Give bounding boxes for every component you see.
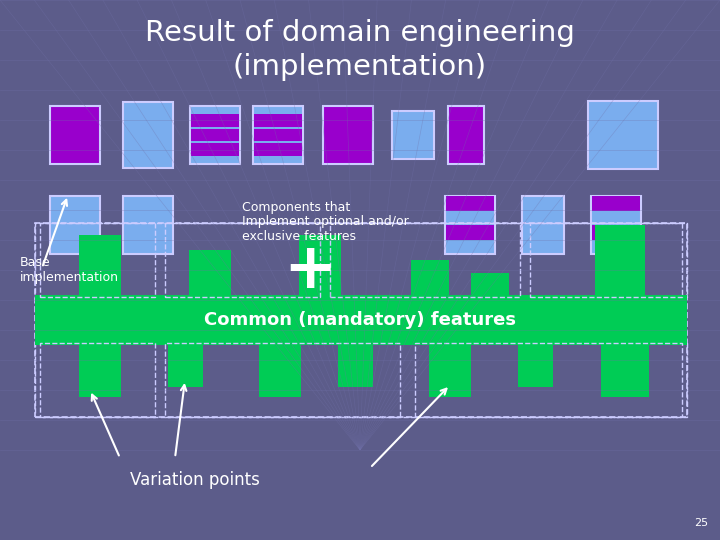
Bar <box>530 223 682 297</box>
Bar <box>79 345 121 397</box>
Bar <box>123 196 173 254</box>
Bar <box>392 111 434 159</box>
Bar <box>518 345 552 387</box>
Bar <box>191 114 239 127</box>
Bar <box>40 343 155 417</box>
Bar <box>189 250 231 295</box>
Bar <box>254 129 302 141</box>
Bar <box>338 345 372 387</box>
Bar <box>254 143 302 156</box>
Bar <box>191 129 239 141</box>
Text: +: + <box>283 239 337 301</box>
Bar <box>522 196 564 254</box>
Text: Common (mandatory) features: Common (mandatory) features <box>204 311 516 329</box>
Bar <box>254 114 302 127</box>
Text: Variation points: Variation points <box>130 471 260 489</box>
Bar <box>429 345 471 397</box>
Bar <box>253 106 303 164</box>
Bar <box>190 106 240 164</box>
Text: Result of domain engineering
(implementation): Result of domain engineering (implementa… <box>145 19 575 82</box>
Bar <box>40 223 155 297</box>
Bar <box>123 102 173 168</box>
Bar <box>588 101 658 169</box>
Bar <box>446 225 494 240</box>
Text: Base
implementation: Base implementation <box>20 256 119 284</box>
Bar <box>259 345 301 397</box>
Bar <box>595 225 645 295</box>
Bar <box>35 343 687 417</box>
Bar <box>592 225 640 240</box>
Bar <box>299 235 341 295</box>
Bar <box>330 223 520 297</box>
Bar <box>601 345 649 397</box>
Bar <box>35 223 687 417</box>
Bar <box>165 223 320 297</box>
Text: 25: 25 <box>694 518 708 528</box>
Bar <box>79 235 121 295</box>
Bar <box>448 106 484 164</box>
Bar <box>471 273 509 295</box>
Bar <box>591 196 641 254</box>
Bar <box>191 143 239 156</box>
Bar <box>446 196 494 211</box>
Bar <box>592 196 640 211</box>
Bar <box>35 223 687 297</box>
Bar <box>323 106 373 164</box>
Bar <box>411 260 449 295</box>
Text: Components that
Implement optional and/or
exclusive features: Components that Implement optional and/o… <box>242 200 409 244</box>
Bar <box>35 295 687 345</box>
Bar <box>415 343 682 417</box>
Bar <box>168 345 202 387</box>
Bar <box>50 106 100 164</box>
Bar <box>50 196 100 254</box>
Bar <box>445 196 495 254</box>
Bar <box>165 343 400 417</box>
